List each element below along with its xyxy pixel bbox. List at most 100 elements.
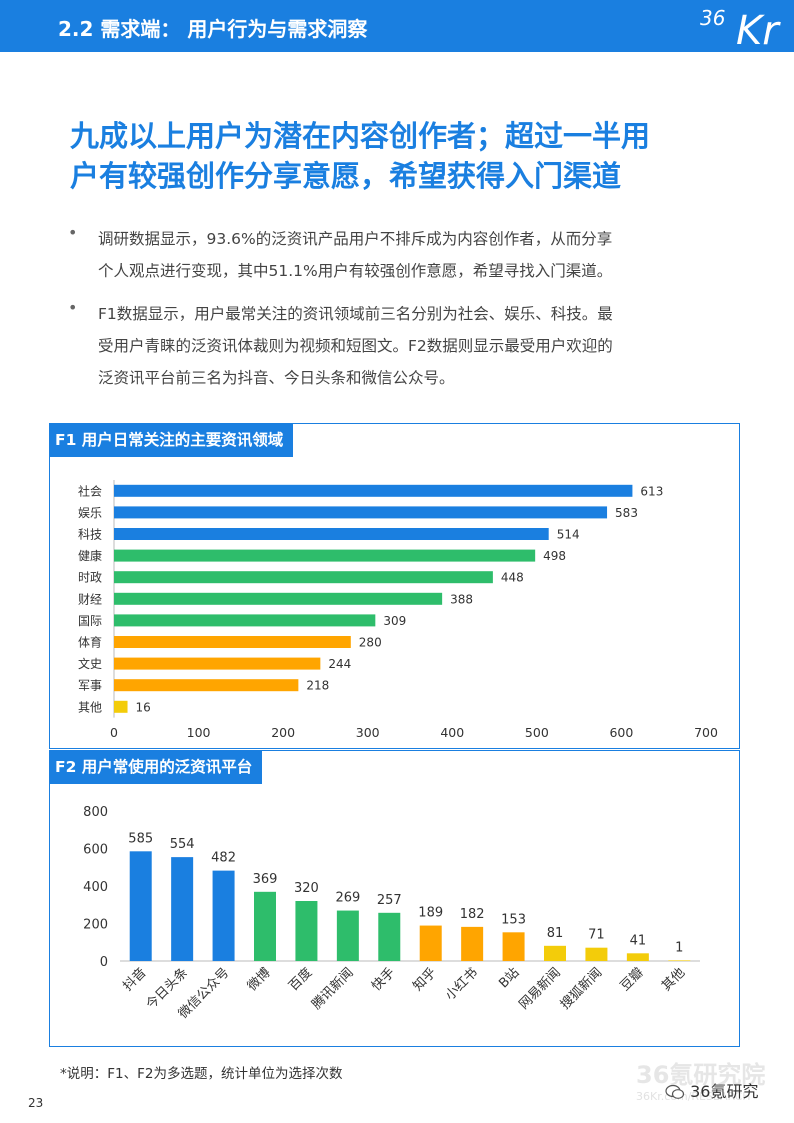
bar bbox=[114, 549, 536, 562]
y-tick-label: 400 bbox=[83, 880, 108, 895]
wechat-icon bbox=[665, 1084, 685, 1100]
data-label: 153 bbox=[501, 912, 526, 927]
y-tick-label: 600 bbox=[83, 843, 108, 858]
x-tick-label: 400 bbox=[440, 725, 464, 740]
bar bbox=[502, 932, 525, 961]
bullet-line: 个人观点进行变现，其中51.1%用户有较强创作意愿，希望寻找入门渠道。 bbox=[98, 262, 613, 280]
data-label: 498 bbox=[543, 549, 566, 563]
page-number: 23 bbox=[28, 1096, 44, 1110]
data-label: 309 bbox=[383, 614, 406, 628]
logo-number: 36 bbox=[700, 6, 726, 30]
x-tick-label: 700 bbox=[694, 725, 718, 740]
bar bbox=[254, 891, 276, 961]
data-label: 71 bbox=[588, 928, 605, 943]
bar bbox=[461, 926, 484, 961]
data-label: 244 bbox=[328, 657, 351, 671]
data-label: 81 bbox=[547, 926, 564, 941]
wechat-label: 36氪研究 bbox=[665, 1078, 758, 1102]
data-label: 369 bbox=[253, 872, 278, 887]
f1-bar-chart: 社会 613 娱乐 583 科技 514 健康 498 时政 448 财经 388 国际 309 体育 280… bbox=[78, 480, 718, 740]
x-tick-label: 100 bbox=[187, 725, 211, 740]
chart-panel-f1: 社会 613 娱乐 583 科技 514 健康 498 时政 448 财经 388 国际 309 体育 280… bbox=[49, 423, 740, 749]
bar bbox=[114, 592, 443, 605]
bar bbox=[336, 910, 359, 961]
bullet-line: 调研数据显示，93.6%的泛资讯产品用户不排斥成为内容创作者，从而分享 bbox=[98, 230, 613, 248]
y-tick-label: 其他 bbox=[78, 700, 102, 714]
x-tick-label: 知乎 bbox=[410, 965, 440, 995]
wechat-account: 36氪研究 bbox=[690, 1082, 759, 1101]
x-tick-label: 500 bbox=[525, 725, 549, 740]
bullet-marker: • bbox=[68, 298, 78, 317]
logo-letters: Kr bbox=[736, 8, 779, 54]
x-tick-label: 快手 bbox=[369, 965, 398, 994]
bar bbox=[668, 960, 691, 961]
watermark-title: 36氪研究院 bbox=[636, 1061, 766, 1089]
page-header: 2.2 需求端： 用户行为与需求洞察 36 Kr bbox=[0, 0, 794, 52]
y-tick-label: 社会 bbox=[78, 483, 102, 498]
bullet-line: 泛资讯平台前三名为抖音、今日头条和微信公众号。 bbox=[98, 369, 455, 387]
bar bbox=[626, 953, 649, 961]
y-tick-label: 200 bbox=[83, 918, 108, 933]
x-tick-label: 豆瓣 bbox=[618, 965, 647, 994]
bullet-line: F1数据显示，用户最常关注的资讯领域前三名分别为社会、娱乐、科技。最 bbox=[98, 305, 613, 323]
data-label: 583 bbox=[615, 506, 638, 520]
data-label: 1 bbox=[675, 940, 683, 955]
y-tick-label: 健康 bbox=[78, 548, 102, 563]
data-label: 41 bbox=[630, 933, 647, 948]
bar bbox=[114, 528, 549, 540]
bar bbox=[585, 947, 608, 961]
data-label: 514 bbox=[557, 528, 580, 542]
data-label: 280 bbox=[359, 636, 382, 650]
f2-bar-chart: 0200400600800585抖音554今日头条482微信公众号369微博32… bbox=[83, 805, 700, 1022]
x-tick-label: 微博 bbox=[245, 965, 274, 994]
x-tick-label: 百度 bbox=[286, 965, 316, 995]
data-label: 257 bbox=[377, 893, 402, 908]
y-tick-label: 财经 bbox=[78, 592, 102, 606]
x-tick-label: 600 bbox=[609, 725, 633, 740]
watermark-url: 36Kr.com/RESEARCH bbox=[636, 1090, 751, 1103]
bullet-line: 受用户青睐的泛资讯体裁则为视频和短图文。F2数据则显示最受用户欢迎的 bbox=[98, 337, 613, 355]
bar bbox=[114, 679, 299, 692]
bullet-paragraph-1: 调研数据显示，93.6%的泛资讯产品用户不排斥成为内容创作者，从而分享 个人观点… bbox=[98, 223, 738, 287]
y-tick-label: 科技 bbox=[78, 528, 102, 542]
y-tick-label: 体育 bbox=[78, 635, 102, 650]
data-label: 218 bbox=[306, 679, 329, 693]
f2-chart-title: F2 用户常使用的泛资讯平台 bbox=[49, 750, 263, 784]
f1-chart-title: F1 用户日常关注的主要资讯领域 bbox=[49, 423, 294, 457]
bar bbox=[114, 614, 376, 627]
y-tick-label: 时政 bbox=[78, 571, 102, 585]
bar bbox=[114, 636, 351, 648]
y-tick-label: 娱乐 bbox=[78, 506, 102, 520]
bar bbox=[114, 506, 608, 519]
bullet-paragraph-2: F1数据显示，用户最常关注的资讯领域前三名分别为社会、娱乐、科技。最 受用户青睐… bbox=[98, 298, 738, 394]
data-label: 388 bbox=[450, 592, 473, 606]
bar bbox=[171, 857, 194, 961]
data-label: 613 bbox=[640, 484, 663, 498]
bar bbox=[544, 945, 566, 961]
headline-line-1: 九成以上用户为潜在内容创作者；超过一半用 bbox=[70, 119, 651, 153]
x-tick-label: 腾讯新闻 bbox=[309, 965, 357, 1013]
bar bbox=[378, 912, 401, 961]
x-tick-label: 抖音 bbox=[120, 965, 150, 995]
x-tick-label: 300 bbox=[356, 725, 380, 740]
chart-panel-f2: 0 200 400 600 800 585 抖音 554 今日头条 482 微信公众号 369 微博 32… bbox=[49, 750, 740, 1047]
bar bbox=[295, 901, 318, 961]
section-title: 2.2 需求端： 用户行为与需求洞察 bbox=[58, 17, 368, 41]
x-tick-label: 搜狐新闻 bbox=[557, 965, 605, 1013]
y-tick-label: 0 bbox=[100, 955, 108, 970]
data-label: 320 bbox=[294, 881, 319, 896]
bar bbox=[114, 657, 321, 670]
bullet-marker: • bbox=[68, 223, 78, 242]
data-label: 448 bbox=[501, 571, 524, 585]
y-tick-label: 文史 bbox=[78, 656, 102, 671]
x-tick-label: 其他 bbox=[659, 965, 688, 994]
bar bbox=[212, 870, 235, 961]
x-tick-label: 200 bbox=[271, 725, 295, 740]
x-tick-label: B站 bbox=[496, 965, 522, 991]
x-tick-label: 0 bbox=[110, 725, 118, 740]
bar bbox=[129, 851, 152, 961]
headline-line-2: 户有较强创作分享意愿，希望获得入门渠道 bbox=[70, 159, 622, 193]
y-tick-label: 国际 bbox=[78, 614, 102, 628]
y-tick-label: 800 bbox=[83, 805, 108, 820]
y-tick-label: 军事 bbox=[78, 679, 102, 693]
